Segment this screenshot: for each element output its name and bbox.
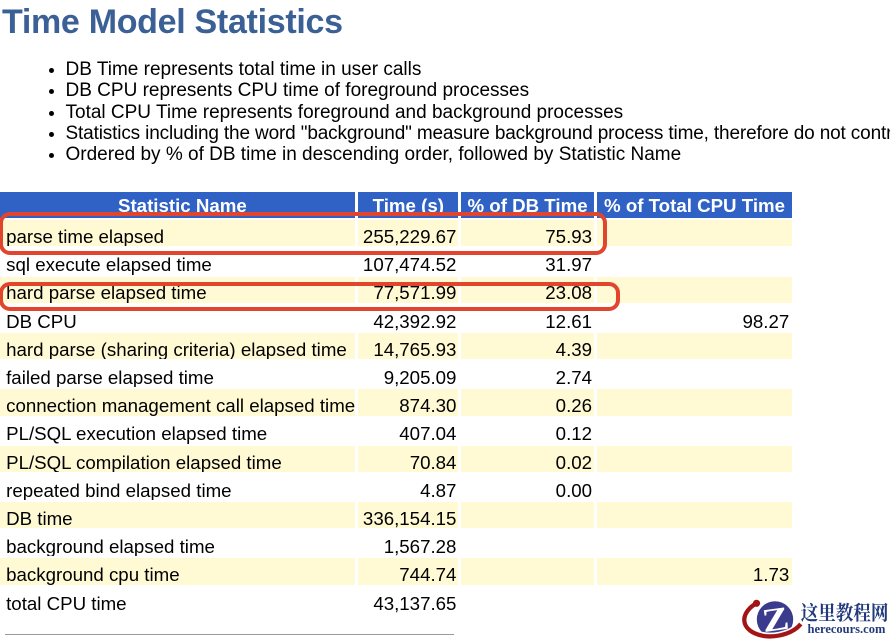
svg-text:Z: Z: [760, 599, 792, 639]
svg-text:herecours.com: herecours.com: [808, 622, 886, 636]
